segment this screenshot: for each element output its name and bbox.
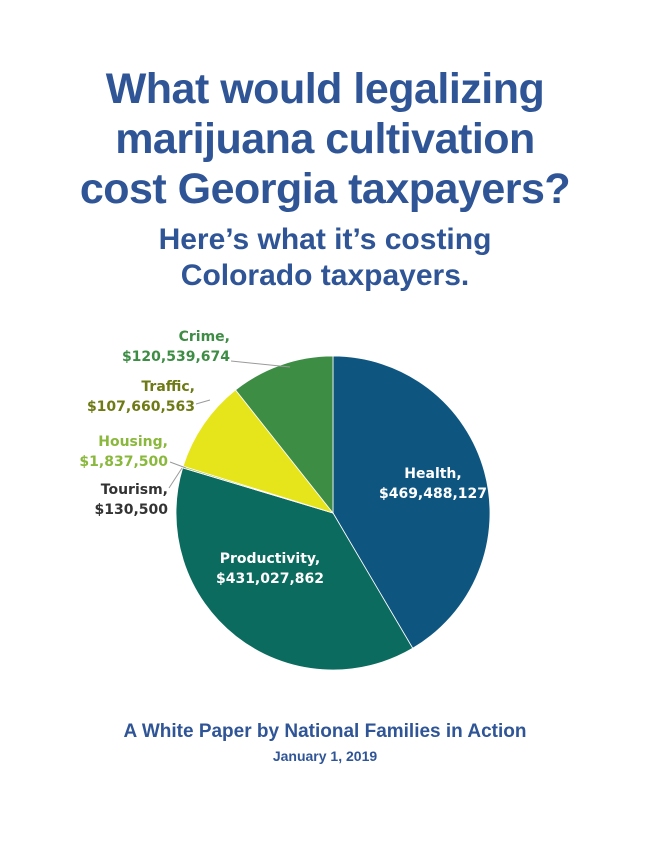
title-line-3: cost Georgia taxpayers? [79,165,571,213]
subtitle-line-1: Here’s what it’s costing [158,223,492,256]
slice-value-tourism: $130,500 [94,502,168,518]
leader-line-traffic [195,399,211,405]
leader-line-housing [169,461,187,469]
pie-slice-traffic [182,389,335,514]
slice-value-health: $469,488,127 [379,486,487,502]
footer-date: January 1, 2019 [272,748,378,764]
subtitle-line-2: Colorado taxpayers. [180,259,470,292]
footer-author: A White Paper by National Families in Ac… [123,721,527,742]
slice-value-crime: $120,539,674 [122,349,230,365]
pie-slice-health [332,355,491,649]
slice-value-housing: $1,837,500 [79,454,168,470]
slice-label-productivity: Productivity, [220,551,321,567]
slice-label-health: Health, [404,466,461,482]
leader-line-tourism [168,467,183,489]
slice-label-tourism: Tourism, [101,482,168,498]
leader-line-crime [230,360,291,368]
slice-label-housing: Housing, [98,434,168,450]
pie-slice-productivity [175,467,414,671]
slice-value-productivity: $431,027,862 [216,571,324,587]
slice-label-crime: Crime, [179,329,230,345]
slice-value-traffic: $107,660,563 [87,399,195,415]
title-line-1: What would legalizing [105,65,545,113]
page-title: What would legalizing marijuana cultivat… [0,64,650,214]
page-subtitle: Here’s what it’s costing Colorado taxpay… [0,222,650,294]
slice-label-traffic: Traffic, [141,379,195,395]
pie-slice-crime [234,355,334,515]
title-line-2: marijuana cultivation [115,115,535,163]
